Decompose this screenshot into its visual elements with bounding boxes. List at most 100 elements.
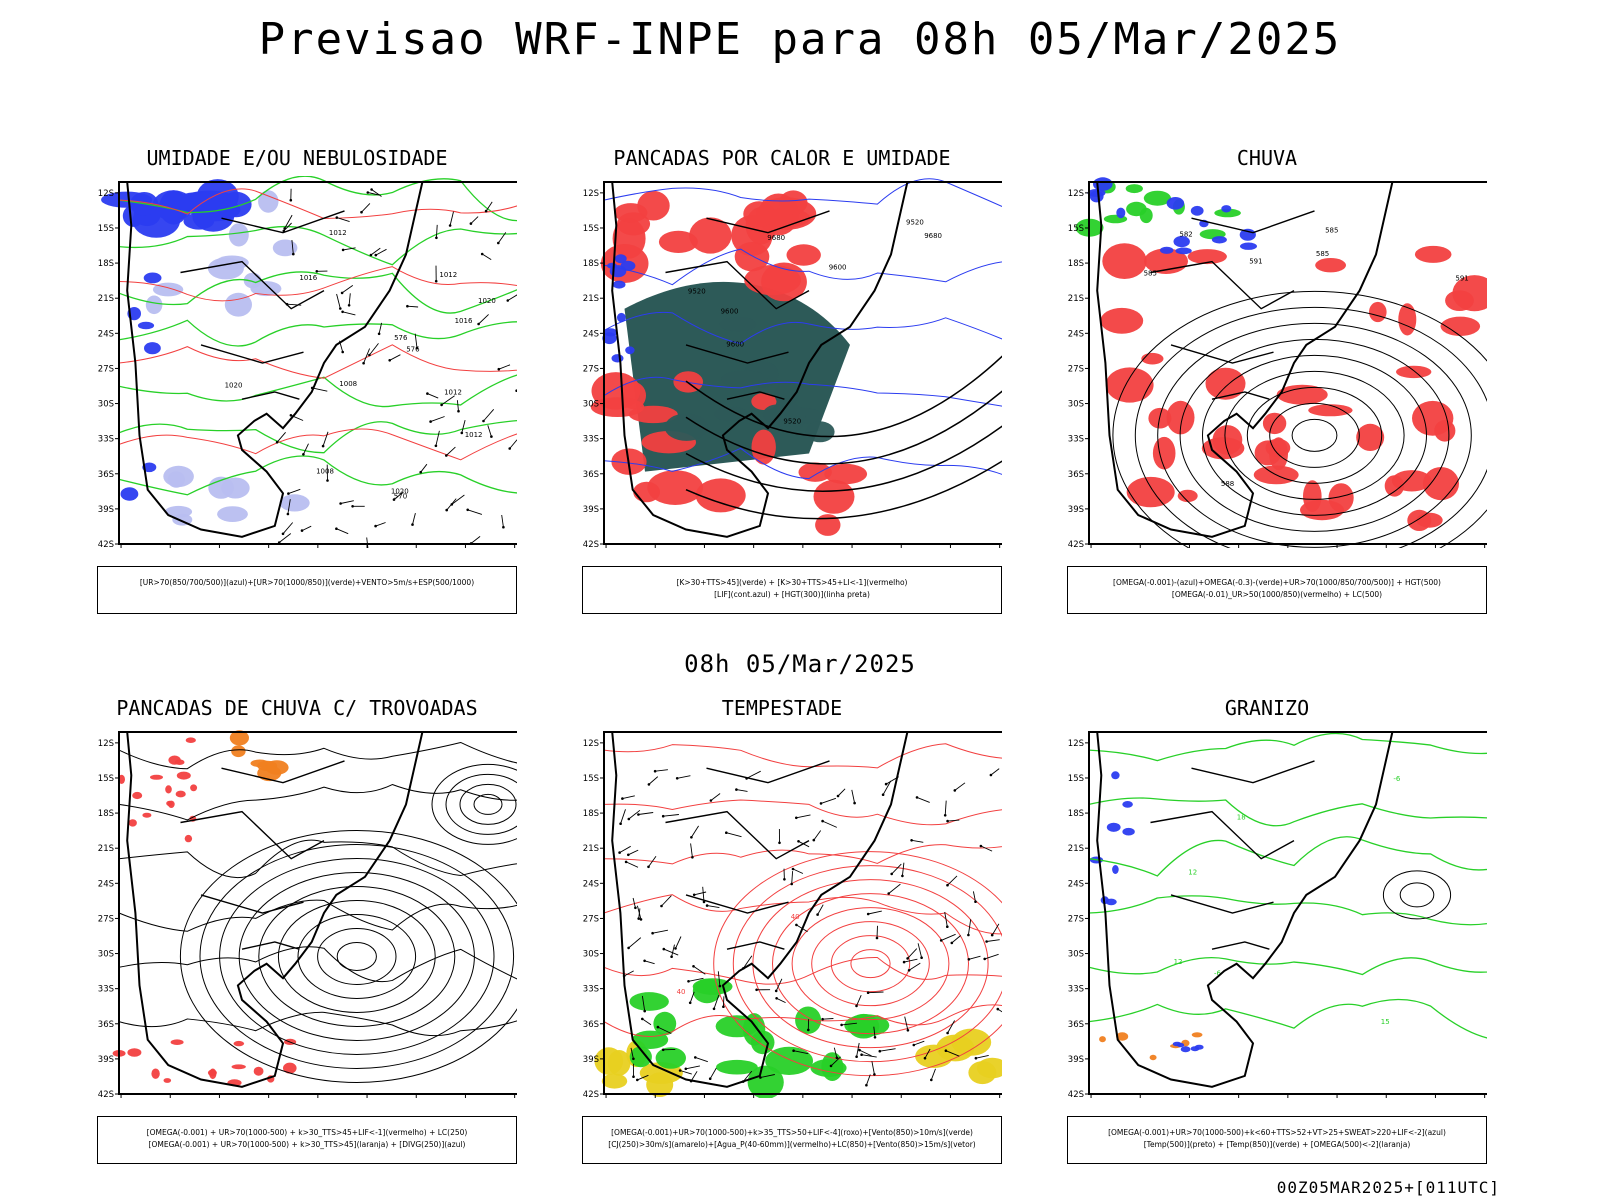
storm-blob (151, 1068, 160, 1079)
humidity-blob (143, 272, 162, 284)
lat-label: 39S (98, 505, 114, 515)
wind-arrow (690, 843, 693, 858)
wind-arrow (902, 960, 906, 964)
wind-arrow (278, 533, 292, 543)
wind-arrow (836, 794, 840, 798)
wind-arrow (859, 1049, 872, 1057)
lat-label: 27S (583, 364, 599, 374)
wind-arrow (419, 470, 423, 474)
temp-label: 15 (1381, 1018, 1390, 1026)
wind-arrow (954, 782, 966, 791)
wind-arrow (816, 913, 819, 916)
wind-arrow (301, 525, 312, 532)
map-frame (1088, 731, 1487, 1095)
wind-arrow (435, 236, 438, 240)
lat-label: 18S (1068, 259, 1084, 269)
height-label: 582 (1179, 230, 1192, 238)
streamline (118, 839, 517, 879)
wind-arrow (619, 822, 622, 825)
wind-arrow (691, 856, 694, 859)
wind-arrow (866, 991, 870, 994)
rain-blob (1173, 236, 1190, 248)
wind-arrow (648, 855, 657, 868)
lat-label: 18S (1068, 809, 1084, 819)
wind-arrow (990, 768, 1000, 776)
height-500-contour (1246, 386, 1383, 484)
wind-arrow (627, 853, 630, 857)
wind-arrow (891, 863, 902, 875)
humidity-blob (145, 295, 163, 315)
map-frame (603, 181, 1002, 545)
wind-arrow (797, 840, 800, 843)
wind-arrow (990, 933, 994, 937)
wind-arrow (796, 814, 811, 819)
streamline (118, 946, 517, 983)
rain-blob (1384, 475, 1405, 497)
rain-blob (1369, 301, 1387, 323)
pressure-label: 1020 (225, 382, 243, 390)
legend-line: [UR>70(850/700/500)](azul)+[UR>70(1000/8… (139, 578, 475, 587)
wind-arrow (375, 522, 386, 527)
height-label: 9680 (767, 234, 785, 242)
wind-arrow (375, 248, 387, 256)
wind-arrow (469, 222, 473, 225)
streamline (277, 899, 436, 1013)
wind-arrow (482, 419, 485, 423)
wind-arrow (336, 217, 350, 223)
streamline (118, 899, 517, 932)
wind-arrow (861, 1054, 877, 1058)
lat-label: 30S (583, 400, 599, 410)
wind-arrow (904, 1016, 909, 1031)
wind-arrow (289, 414, 293, 417)
wind-arrow (790, 882, 793, 886)
wind-arrow (412, 512, 416, 525)
rain-blob (1356, 423, 1385, 451)
wind-arrow (341, 310, 344, 314)
lif-blob (612, 280, 626, 289)
lat-label: 30S (98, 400, 114, 410)
state-border (200, 344, 304, 364)
wind-arrow (429, 420, 432, 423)
wind-arrow (440, 403, 443, 407)
lat-label: 18S (98, 259, 114, 269)
temp850-contour (1088, 895, 1487, 926)
humidity-contour (118, 374, 517, 408)
wind-arrow (651, 931, 654, 935)
wind-arrow (855, 1055, 858, 1058)
state-border (685, 344, 789, 364)
lat-label: 39S (583, 505, 599, 515)
pressure-label: 576 (394, 334, 408, 342)
height-label: 9600 (829, 264, 847, 272)
wind-arrow (906, 957, 909, 960)
map-pancadas-calor: 9600960095209520968096809600952012S15S18… (583, 178, 1002, 548)
wind-arrow (685, 1065, 700, 1070)
rain-blob (1434, 420, 1456, 442)
lat-label: 27S (1068, 364, 1084, 374)
wind-arrow (855, 1004, 858, 1008)
run-info: 00Z05MAR2025+[011UTC] (1276, 1178, 1500, 1197)
wind-arrow (638, 812, 654, 815)
panel-title: TEMPESTADE (721, 696, 843, 720)
lat-label: 30S (583, 950, 599, 960)
forecast-time: 08h 05/Mar/2025 (684, 650, 916, 678)
wind-arrow (795, 923, 798, 927)
wind-arrow (661, 814, 665, 818)
wind-arrow (515, 389, 517, 392)
wind-arrow (406, 304, 409, 308)
wind-arrow (662, 947, 666, 951)
lc850-contour (772, 893, 969, 1035)
wind-arrow (628, 809, 641, 820)
wind-arrow (288, 488, 301, 495)
wind-arrow (967, 958, 971, 961)
wind-arrow (775, 997, 778, 1000)
temp850-contour (1088, 956, 1487, 976)
wind-arrow (370, 247, 381, 256)
rain-blob (1160, 246, 1174, 254)
streamline (445, 773, 517, 835)
rain-blob (1190, 205, 1204, 216)
coastline (611, 181, 909, 538)
wind-arrow (427, 393, 439, 399)
hail-blob (1177, 1042, 1185, 1048)
wind-arrow (663, 814, 679, 817)
humidity-blob (142, 462, 157, 473)
